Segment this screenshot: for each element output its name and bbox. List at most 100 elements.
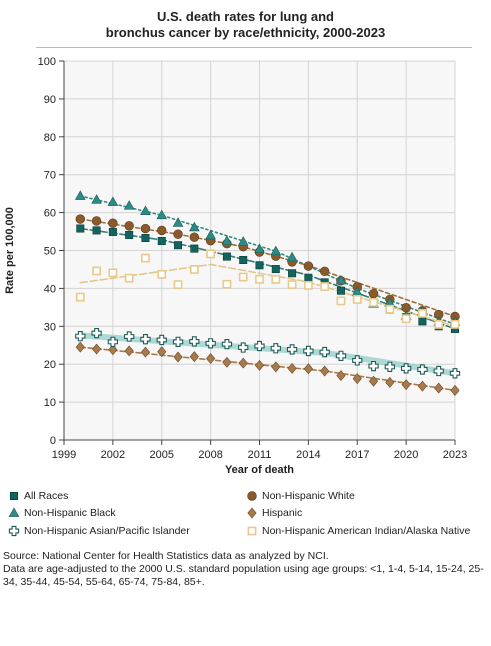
data-point bbox=[172, 336, 184, 347]
chart-title: U.S. death rates for lung and bronchus c… bbox=[0, 9, 491, 41]
data-point bbox=[352, 373, 362, 385]
legend-item: Non-Hispanic White bbox=[246, 490, 355, 502]
data-point bbox=[335, 350, 347, 362]
data-point bbox=[237, 236, 249, 246]
data-point bbox=[123, 200, 135, 210]
x-tick-label: 2014 bbox=[296, 449, 320, 461]
legend: All Races Non-Hispanic White Non-Hispanic … bbox=[0, 486, 491, 546]
data-point bbox=[336, 370, 346, 382]
data-point bbox=[401, 379, 411, 391]
chart-title-line-2: bronchus cancer by race/ethnicity, 2000-… bbox=[105, 25, 386, 40]
data-point bbox=[205, 229, 216, 240]
data-point bbox=[449, 368, 461, 379]
data-point bbox=[91, 327, 102, 339]
data-point bbox=[92, 226, 101, 235]
legend-swatch bbox=[247, 491, 257, 501]
data-point bbox=[417, 364, 428, 375]
x-tick-label: 2020 bbox=[394, 449, 418, 461]
data-point bbox=[304, 273, 313, 282]
data-point bbox=[141, 253, 150, 263]
data-point bbox=[270, 343, 281, 354]
data-point bbox=[286, 251, 298, 262]
data-point bbox=[352, 355, 363, 366]
data-point bbox=[125, 230, 134, 239]
data-point bbox=[222, 279, 232, 289]
data-point bbox=[91, 343, 102, 355]
data-point bbox=[254, 359, 265, 371]
data-point bbox=[91, 216, 102, 226]
x-tick-label: 2011 bbox=[248, 449, 272, 461]
data-point bbox=[124, 273, 134, 283]
legend-marker bbox=[247, 491, 257, 501]
data-point bbox=[75, 331, 86, 342]
data-point bbox=[156, 209, 168, 220]
legend-item: All Races bbox=[8, 490, 68, 502]
data-point bbox=[368, 289, 379, 299]
data-point bbox=[303, 363, 313, 375]
data-point bbox=[91, 194, 102, 204]
data-point bbox=[255, 274, 264, 284]
data-point bbox=[271, 265, 280, 274]
data-point bbox=[173, 351, 183, 363]
data-point bbox=[75, 292, 85, 302]
chart-notes: Source: National Center for Health Stati… bbox=[3, 550, 487, 589]
source-note: Source: National Center for Health Stati… bbox=[3, 550, 329, 562]
data-point bbox=[75, 214, 85, 224]
data-point bbox=[75, 341, 85, 353]
data-point bbox=[335, 274, 347, 285]
y-tick-label: 60 bbox=[44, 208, 56, 220]
data-point bbox=[369, 298, 378, 307]
data-point bbox=[157, 346, 167, 358]
data-point bbox=[417, 380, 428, 392]
legend-marker bbox=[247, 526, 257, 536]
data-point bbox=[189, 221, 200, 232]
line-chart: 0 10 20 30 40 50 60 70 80 90 100 1999 2002 2005 2008 20… bbox=[4, 56, 467, 476]
data-point bbox=[320, 282, 330, 291]
data-point bbox=[434, 320, 444, 329]
data-point bbox=[385, 304, 395, 314]
data-point bbox=[255, 261, 264, 270]
data-point bbox=[238, 342, 249, 353]
data-point bbox=[319, 346, 330, 358]
data-point bbox=[74, 190, 86, 200]
data-point bbox=[384, 361, 395, 373]
legend-marker bbox=[8, 525, 20, 537]
data-point bbox=[156, 334, 167, 346]
data-point bbox=[107, 196, 119, 206]
data-point bbox=[124, 345, 134, 357]
series-6-markers bbox=[75, 249, 460, 329]
y-tick-label: 80 bbox=[44, 132, 56, 144]
data-point bbox=[385, 376, 395, 388]
data-point bbox=[189, 232, 200, 242]
legend-item: Non-Hispanic Black bbox=[8, 507, 116, 519]
data-point bbox=[287, 280, 297, 290]
x-tick-label: 2005 bbox=[150, 449, 174, 461]
data-point bbox=[418, 309, 427, 318]
x-tick-label: 2008 bbox=[198, 449, 222, 461]
data-point bbox=[189, 336, 200, 347]
y-tick-label: 40 bbox=[44, 283, 56, 295]
data-point bbox=[450, 320, 460, 329]
legend-item: Non-Hispanic American Indian/Alaska Nati… bbox=[246, 525, 470, 537]
y-tick-label: 30 bbox=[44, 321, 56, 333]
data-point bbox=[270, 245, 282, 256]
data-point bbox=[157, 269, 167, 279]
legend-marker bbox=[9, 491, 19, 501]
data-point bbox=[303, 345, 314, 357]
data-point bbox=[173, 229, 183, 239]
x-tick-label: 2002 bbox=[101, 449, 125, 461]
legend-label: All Races bbox=[24, 490, 69, 502]
data-point bbox=[286, 344, 298, 355]
data-point bbox=[140, 334, 151, 345]
data-point bbox=[108, 218, 118, 228]
data-point bbox=[157, 237, 166, 246]
data-point bbox=[206, 249, 216, 259]
data-point bbox=[189, 265, 199, 274]
data-point bbox=[288, 269, 297, 278]
data-point bbox=[205, 338, 216, 349]
legend-swatch bbox=[247, 526, 257, 536]
data-point bbox=[336, 296, 346, 306]
data-point bbox=[174, 241, 183, 250]
data-point bbox=[287, 362, 297, 374]
data-point bbox=[108, 344, 118, 356]
